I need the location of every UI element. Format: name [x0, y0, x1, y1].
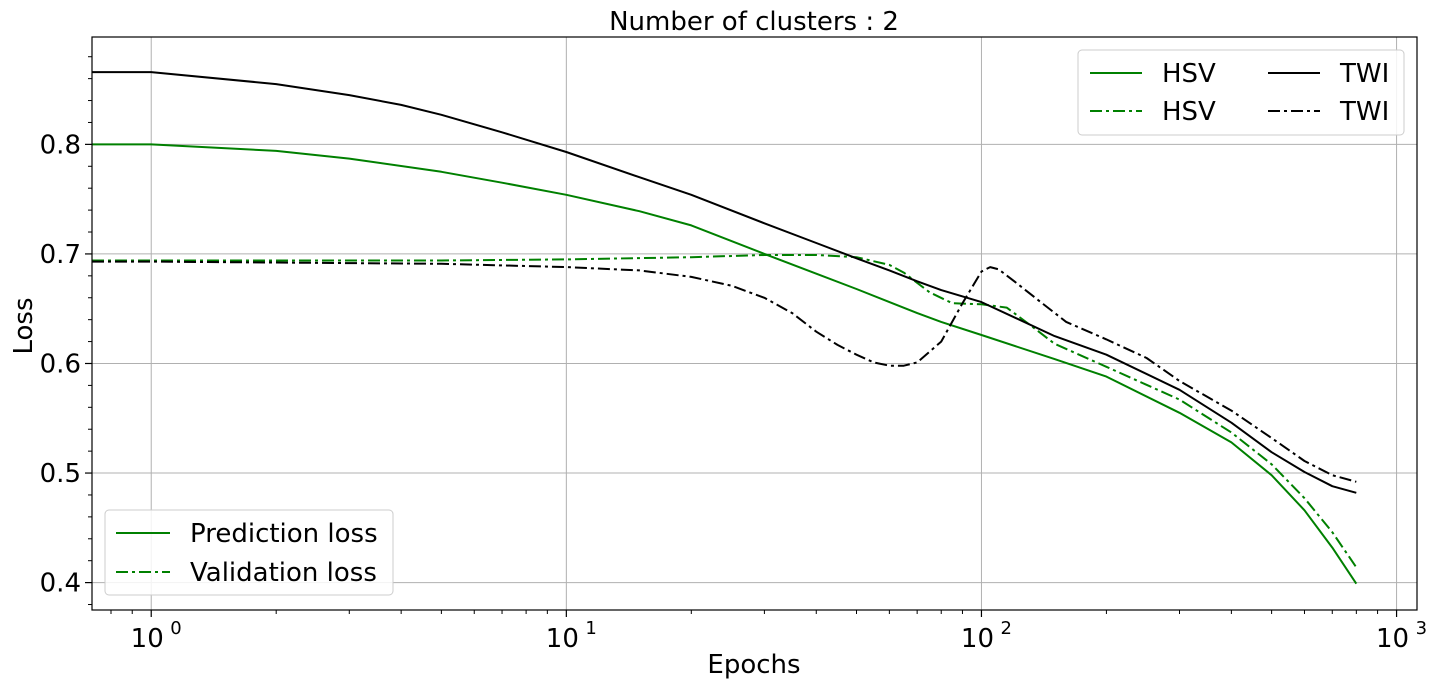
x-tick-label: 10	[1376, 624, 1409, 654]
x-tick-exponent: 1	[585, 618, 596, 639]
series-line-hsv-dashdot	[92, 254, 1358, 568]
legend-label: HSV	[1162, 97, 1216, 127]
y-tick-label: 0.4	[40, 569, 81, 599]
legend-label: TWI	[1339, 97, 1389, 127]
legend-series-box	[1077, 49, 1405, 136]
y-tick-label: 0.8	[40, 130, 81, 160]
series-line-twi-dashdot	[92, 260, 1357, 483]
legend-series: HSV TWI HSV TWI	[1077, 49, 1405, 136]
series-line-twi-solid	[92, 71, 1357, 494]
x-tick-exponent: 0	[170, 618, 181, 639]
y-axis-label: Loss	[9, 297, 39, 354]
y-tick-label: 0.7	[40, 240, 81, 270]
series-line-hsv-solid	[92, 143, 1358, 585]
x-tick-label: 10	[546, 624, 579, 654]
x-tick-label: 10	[131, 624, 164, 654]
legend-line-style: Prediction loss Validation loss	[104, 509, 394, 596]
y-tick-label: 0.6	[40, 349, 81, 379]
legend-label: Validation loss	[190, 558, 377, 588]
axis-ticks: 10 0 10 1 10 2 10 3 0.4 0.5 0.6 0.7 0.8	[40, 56, 1427, 654]
legend-style-box	[104, 509, 394, 596]
legend-label: Prediction loss	[190, 519, 378, 549]
series-lines	[92, 71, 1358, 585]
plot-area-frame	[91, 36, 1418, 611]
x-tick-exponent: 3	[1416, 618, 1427, 639]
legend-label: TWI	[1339, 59, 1389, 89]
legend-label: HSV	[1162, 59, 1216, 89]
x-axis-label: Epochs	[707, 650, 800, 680]
chart-title: Number of clusters : 2	[609, 7, 899, 37]
y-tick-label: 0.5	[40, 459, 81, 489]
x-tick-label: 10	[961, 624, 994, 654]
x-tick-exponent: 2	[1000, 618, 1011, 639]
